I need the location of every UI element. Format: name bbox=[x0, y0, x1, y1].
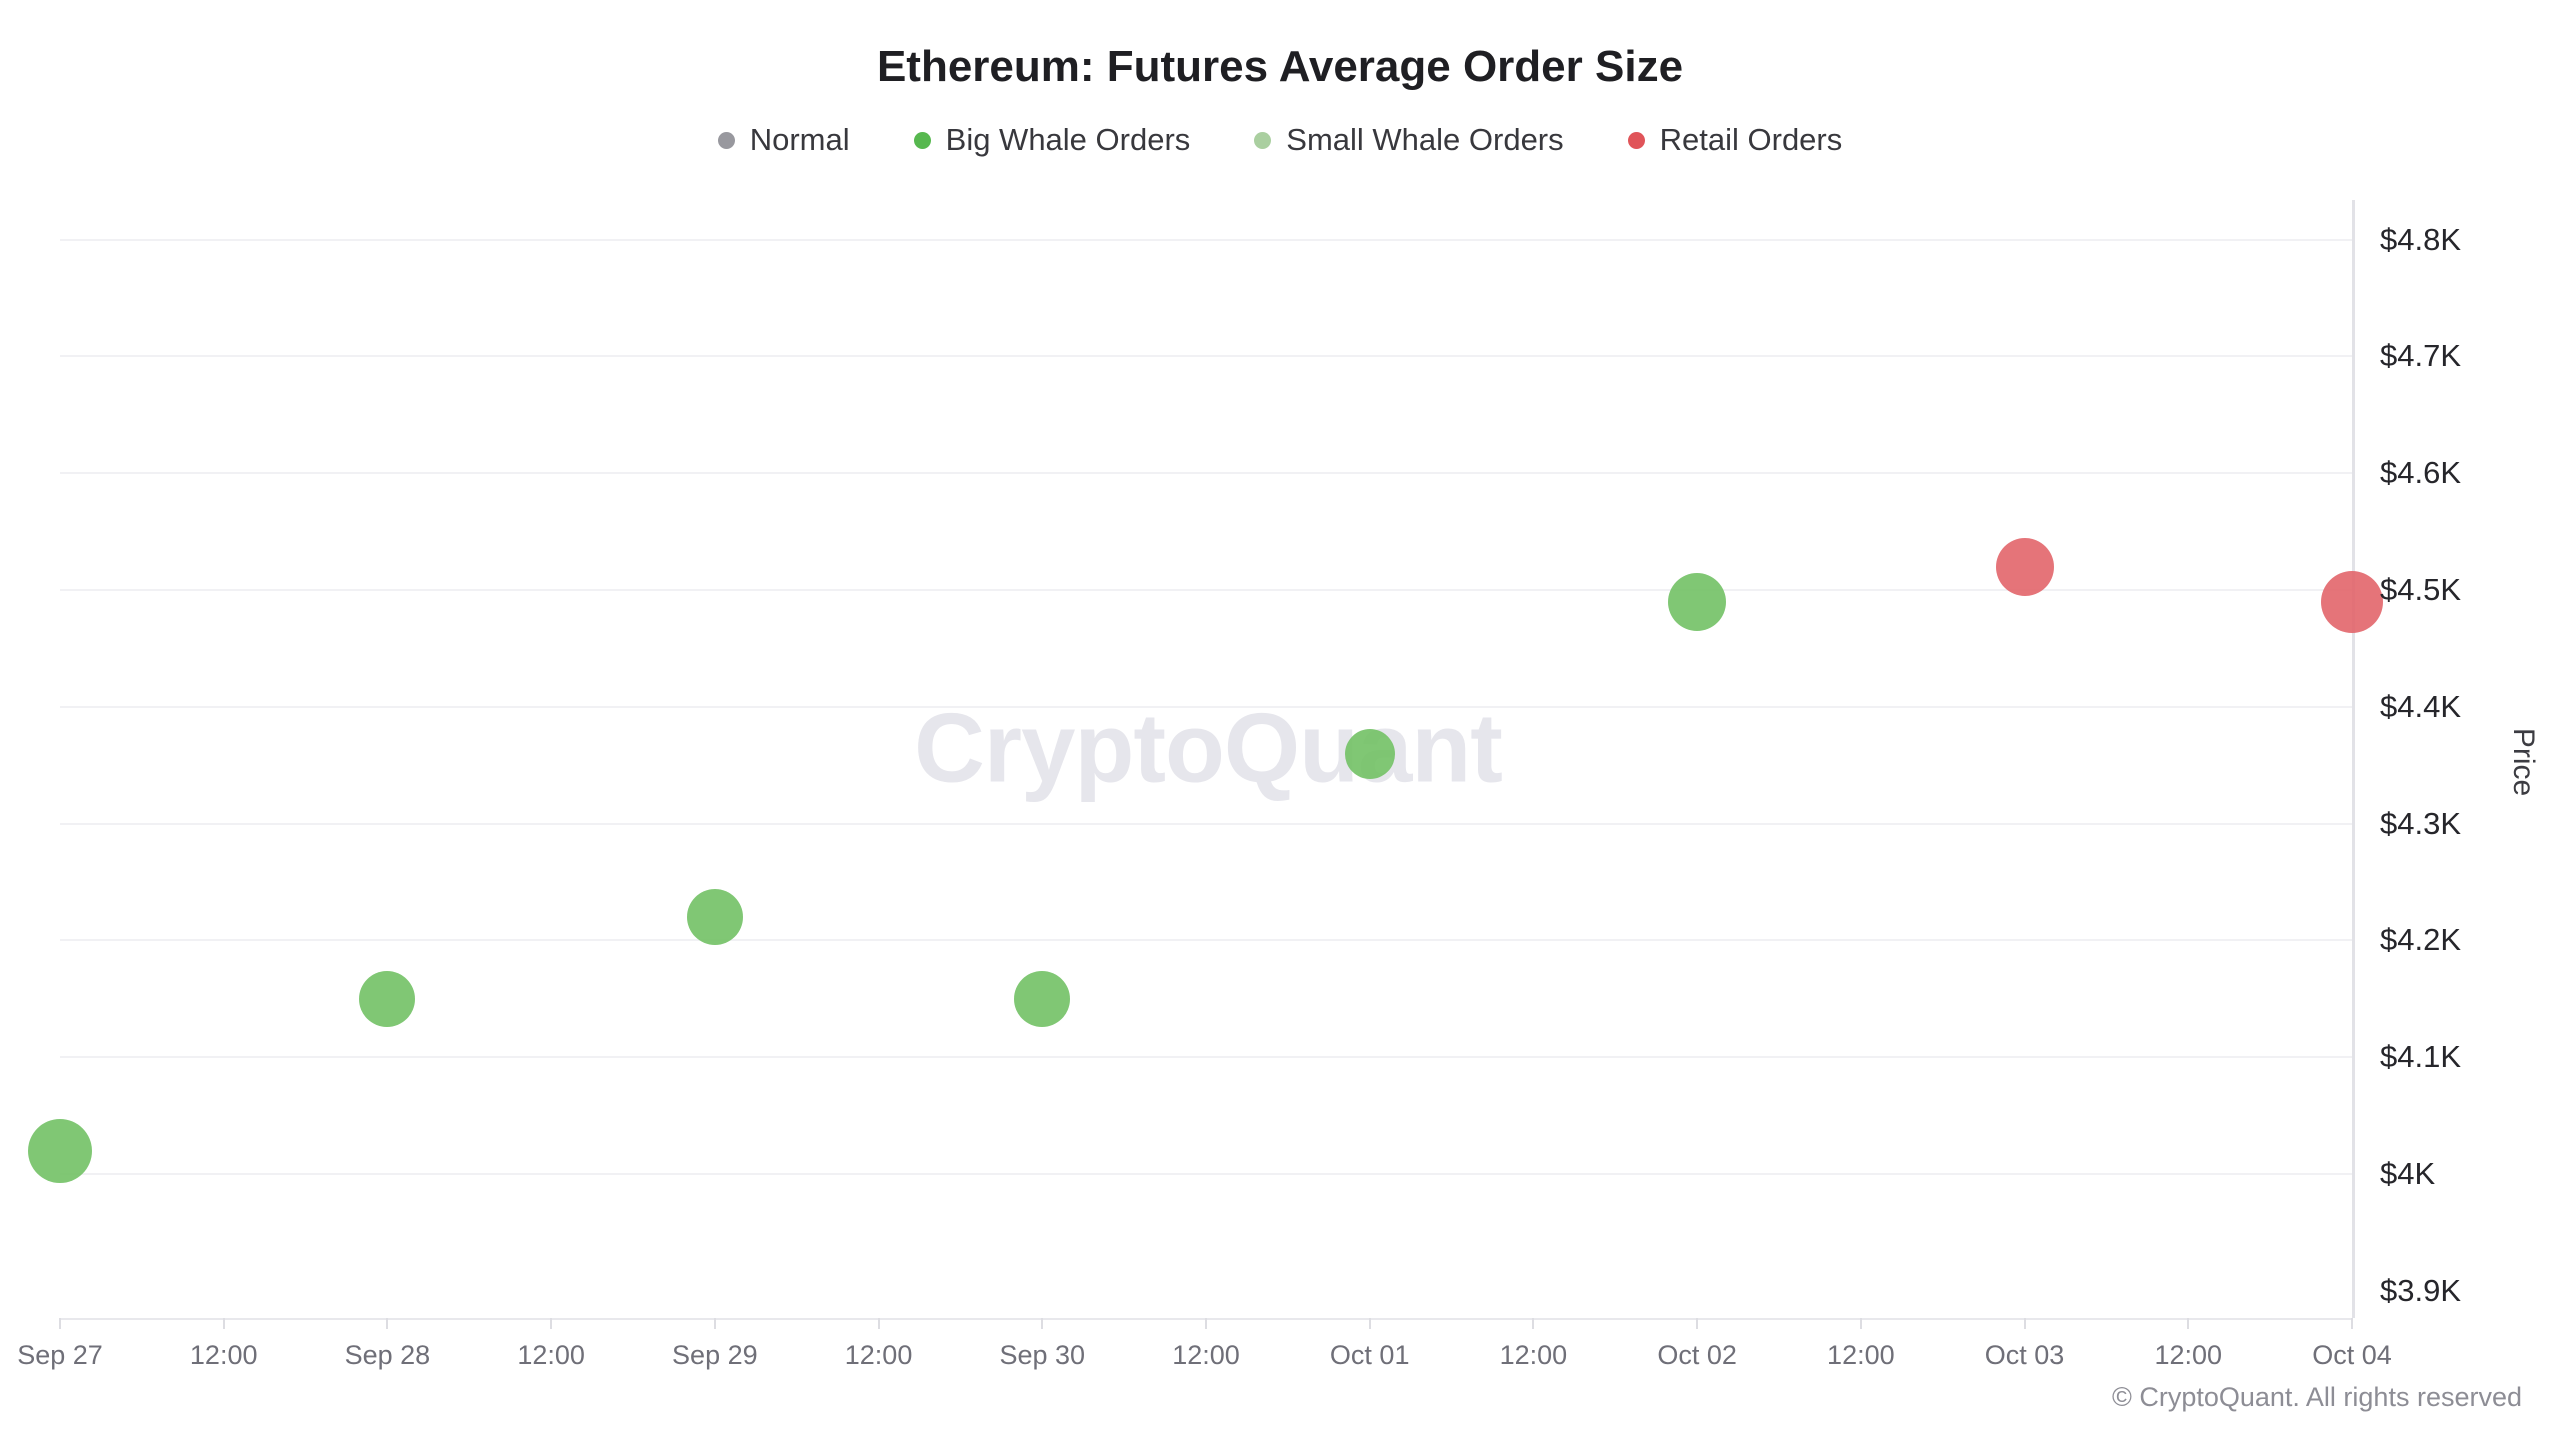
y-gridline bbox=[60, 939, 2352, 942]
x-axis-tick bbox=[713, 1318, 716, 1329]
y-gridline bbox=[60, 355, 2352, 358]
x-axis-tick-label: Sep 30 bbox=[999, 1340, 1086, 1370]
data-point-big-whale-orders[interactable] bbox=[28, 1118, 92, 1183]
legend-item-big-whale-orders[interactable]: Big Whale Orders bbox=[913, 122, 1191, 158]
y-gridline bbox=[60, 238, 2352, 241]
y-axis-tick-label: $4.5K bbox=[2380, 572, 2462, 608]
y-axis-tick-label: $4.6K bbox=[2380, 455, 2462, 491]
x-axis-tick-label: Oct 03 bbox=[1984, 1340, 2065, 1370]
data-point-big-whale-orders[interactable] bbox=[1014, 970, 1071, 1027]
y-gridline bbox=[60, 589, 2352, 592]
y-axis-tick-label: $4.8K bbox=[2380, 221, 2462, 257]
legend-item-retail-orders[interactable]: Retail Orders bbox=[1627, 122, 1843, 158]
x-axis-tick bbox=[386, 1318, 389, 1329]
x-axis-tick bbox=[2187, 1318, 2190, 1329]
x-axis-tick-label: 12:00 bbox=[1827, 1340, 1895, 1370]
x-axis-tick bbox=[1205, 1318, 1207, 1329]
x-axis-tick-label: 12:00 bbox=[517, 1340, 585, 1370]
x-axis-tick-label: Oct 04 bbox=[2312, 1340, 2392, 1370]
y-axis-tick-label: $4K bbox=[2380, 1155, 2436, 1191]
legend-item-label: Normal bbox=[749, 122, 850, 157]
data-point-big-whale-orders[interactable] bbox=[686, 888, 743, 945]
legend-item-label: Big Whale Orders bbox=[945, 122, 1191, 157]
y-gridline bbox=[60, 822, 2352, 825]
x-axis-tick-label: Oct 01 bbox=[1329, 1340, 1410, 1370]
y-axis-title: Price bbox=[2507, 727, 2540, 797]
x-axis-tick-label: Sep 29 bbox=[672, 1340, 758, 1370]
y-axis-tick-label: $4.2K bbox=[2380, 922, 2462, 958]
y-gridline bbox=[60, 472, 2352, 475]
x-axis-tick-label: 12:00 bbox=[2154, 1340, 2223, 1370]
watermark: CryptoQuant bbox=[914, 692, 1503, 803]
y-axis-tick-label: $4.7K bbox=[2380, 338, 2462, 374]
x-axis-tick-label: 12:00 bbox=[1499, 1340, 1568, 1370]
legend-item-label: Small Whale Orders bbox=[1286, 122, 1564, 157]
y-axis-tick-label: $4.4K bbox=[2380, 688, 2462, 724]
y-gridline bbox=[60, 705, 2352, 708]
data-point-big-whale-orders[interactable] bbox=[1668, 572, 1727, 631]
legend-item-normal[interactable]: Normal bbox=[717, 122, 850, 158]
x-axis-tick bbox=[2351, 1318, 2353, 1329]
data-point-big-whale-orders[interactable] bbox=[359, 970, 416, 1027]
data-point-retail-orders[interactable] bbox=[2321, 570, 2383, 633]
x-axis-tick bbox=[1368, 1318, 1371, 1329]
x-axis-tick bbox=[2023, 1318, 2026, 1329]
x-axis-tick-label: Sep 28 bbox=[344, 1340, 431, 1370]
y-axis-tick-label: $4.1K bbox=[2380, 1039, 2462, 1075]
x-axis-tick-label: Oct 02 bbox=[1657, 1340, 1737, 1370]
x-axis-tick bbox=[1696, 1318, 1699, 1329]
x-axis-tick bbox=[1532, 1318, 1535, 1329]
legend-item-label: Retail Orders bbox=[1659, 122, 1843, 157]
copyright: © CryptoQuant. All rights reserved bbox=[2111, 1382, 2522, 1412]
x-axis-tick-label: 12:00 bbox=[844, 1340, 913, 1370]
data-point-big-whale-orders[interactable] bbox=[1344, 728, 1395, 779]
x-axis-tick bbox=[59, 1318, 61, 1329]
y-axis-line bbox=[2352, 200, 2355, 1318]
y-axis-tick-label: $4.3K bbox=[2380, 805, 2462, 841]
y-gridline bbox=[60, 1172, 2352, 1175]
page-title: Ethereum: Futures Average Order Size bbox=[876, 42, 1684, 91]
x-axis-tick bbox=[877, 1318, 880, 1329]
y-gridline bbox=[60, 1056, 2352, 1059]
legend-item-small-whale-orders[interactable]: Small Whale Orders bbox=[1254, 122, 1564, 158]
x-axis-tick bbox=[1041, 1318, 1044, 1329]
x-axis-tick bbox=[550, 1318, 553, 1329]
legend-dot-icon bbox=[1627, 131, 1645, 149]
legend-dot-icon bbox=[913, 131, 931, 149]
x-axis-tick-label: Sep 27 bbox=[17, 1340, 103, 1370]
x-axis-tick bbox=[222, 1318, 225, 1329]
x-axis-tick-label: 12:00 bbox=[1172, 1340, 1240, 1370]
legend-dot-icon bbox=[1254, 131, 1272, 149]
legend-dot-icon bbox=[717, 131, 735, 149]
data-point-retail-orders[interactable] bbox=[1995, 537, 2054, 596]
x-axis-tick bbox=[1859, 1318, 1862, 1329]
legend: Normal Big Whale Orders Small Whale Orders… bbox=[0, 122, 2560, 158]
x-axis-tick-label: 12:00 bbox=[189, 1340, 258, 1370]
y-axis-tick-label: $3.9K bbox=[2380, 1272, 2462, 1308]
